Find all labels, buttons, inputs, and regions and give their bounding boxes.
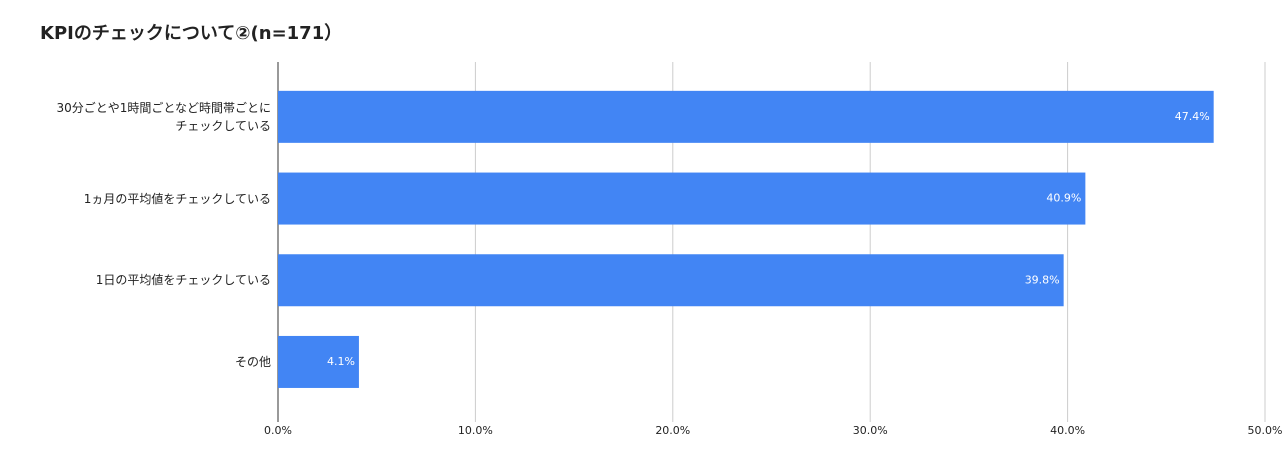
- bar: [278, 172, 1086, 225]
- y-tick-label: 1ヵ月の平均値をチェックしている: [83, 191, 271, 206]
- x-tick-label: 0.0%: [264, 424, 292, 437]
- x-tick-label: 40.0%: [1050, 424, 1085, 437]
- value-label: 4.1%: [327, 355, 355, 368]
- value-label: 39.8%: [1025, 273, 1060, 286]
- y-tick-label: 1日の平均値をチェックしている: [95, 273, 271, 288]
- x-tick-label: 50.0%: [1248, 424, 1283, 437]
- value-label: 47.4%: [1175, 110, 1210, 123]
- y-tick-label: 30分ごとや1時間ごとなど時間帯ごとに チェックしている: [56, 100, 271, 133]
- x-tick-label: 30.0%: [853, 424, 888, 437]
- y-tick-label: その他: [234, 354, 271, 369]
- bar: [278, 335, 359, 388]
- bar: [278, 254, 1064, 307]
- x-tick-label: 10.0%: [458, 424, 493, 437]
- x-tick-label: 20.0%: [655, 424, 690, 437]
- chart-title: KPIのチェックについて②(n=171）: [40, 23, 342, 44]
- value-label: 40.9%: [1046, 192, 1081, 205]
- bar: [278, 90, 1214, 143]
